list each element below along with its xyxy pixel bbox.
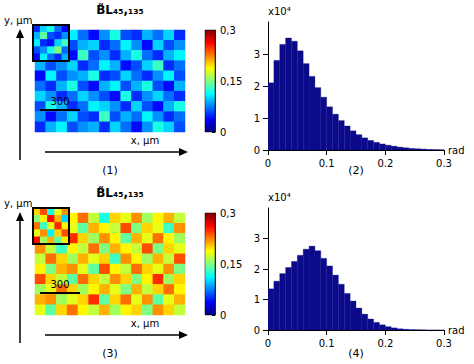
svg-text:0: 0 (220, 310, 226, 321)
svg-text:x, µm: x, µm (131, 318, 159, 329)
svg-text:0,3: 0,3 (220, 208, 236, 219)
svg-text:300: 300 (50, 279, 69, 290)
svg-text:0.2: 0.2 (377, 338, 393, 349)
svg-text:0: 0 (220, 127, 226, 138)
svg-text:0: 0 (265, 158, 271, 169)
svg-text:(2): (2) (348, 164, 364, 177)
svg-text:rad: rad (448, 145, 465, 156)
svg-text:1: 1 (254, 113, 260, 124)
svg-text:0,15: 0,15 (220, 76, 242, 87)
svg-text:B̃L₄₅,₁₃₅: B̃L₄₅,₁₃₅ (96, 186, 144, 200)
svg-text:(4): (4) (348, 347, 364, 360)
svg-text:0.1: 0.1 (319, 158, 335, 169)
svg-text:2: 2 (254, 264, 260, 275)
svg-text:(1): (1) (102, 164, 118, 177)
svg-text:x10⁴: x10⁴ (268, 192, 291, 203)
svg-text:300: 300 (50, 96, 69, 107)
svg-text:0: 0 (254, 325, 260, 336)
svg-text:3: 3 (254, 233, 260, 244)
svg-text:0: 0 (265, 338, 271, 349)
svg-text:B̃L₄₅,₁₃₅: B̃L₄₅,₁₃₅ (96, 3, 144, 17)
svg-text:0.3: 0.3 (436, 158, 452, 169)
svg-text:2: 2 (254, 81, 260, 92)
svg-text:0: 0 (254, 145, 260, 156)
svg-text:0.3: 0.3 (436, 338, 452, 349)
svg-text:0.2: 0.2 (377, 158, 393, 169)
svg-text:x, µm: x, µm (131, 135, 159, 146)
svg-text:y, µm: y, µm (4, 198, 32, 209)
svg-text:1: 1 (254, 294, 260, 305)
svg-text:(3): (3) (102, 347, 118, 360)
svg-text:0,3: 0,3 (220, 25, 236, 36)
svg-text:y, µm: y, µm (4, 15, 32, 26)
svg-text:rad: rad (448, 325, 465, 336)
svg-text:0.1: 0.1 (319, 338, 335, 349)
svg-text:3: 3 (254, 49, 260, 60)
svg-text:0,15: 0,15 (220, 259, 242, 270)
svg-text:x10⁴: x10⁴ (268, 6, 291, 17)
